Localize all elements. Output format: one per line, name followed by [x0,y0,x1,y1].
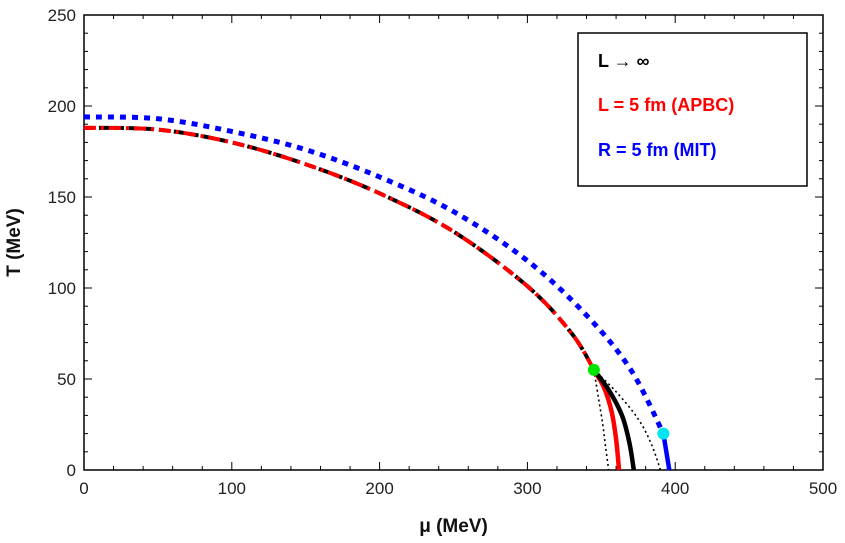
legend-entry-mit: R = 5 fm (MIT) [598,140,717,160]
y-tick-label: 250 [48,6,76,25]
series-line-l-first-order [592,368,637,471]
legend-entry-infinite: L → ∞ [598,51,650,71]
y-tick-label: 50 [57,370,76,389]
x-tick-label: 100 [218,479,246,498]
y-tick-label: 0 [67,461,76,480]
plot-frame [83,14,824,471]
y-tick-label: 100 [48,279,76,298]
x-tick-label: 200 [365,479,393,498]
series-line-l-spinodal-inner [593,369,610,471]
legend-entry-apbc: L = 5 fm (APBC) [598,95,734,115]
x-tick-label: 400 [661,479,689,498]
series-layer [83,114,672,471]
y-tick-label: 200 [48,97,76,116]
legend-box [577,32,808,187]
x-axis: 0 100 200 300 400 500 [79,15,837,498]
y-axis: 0 50 100 150 200 250 [48,6,823,480]
y-axis-title: T (MeV) [4,208,25,277]
legend: L → ∞ L = 5 fm (APBC) R = 5 fm (MIT) [577,32,808,187]
series-line-l-crossover [83,125,596,371]
critical-endpoint-L5 [587,363,600,376]
x-tick-label: 300 [513,479,541,498]
series-line-l-5-fm-apbc-crossover [83,125,596,371]
x-tick-label: 0 [79,479,88,498]
points-layer [587,363,670,440]
series-line-r-5-fm-mit-crossover [83,114,666,435]
y-tick-label: 150 [48,188,76,207]
critical-endpoint-R5 [657,427,670,440]
series-line-l-spinodal-outer [593,369,662,471]
x-tick-label: 500 [809,479,837,498]
x-axis-title: μ (MeV) [419,516,488,537]
